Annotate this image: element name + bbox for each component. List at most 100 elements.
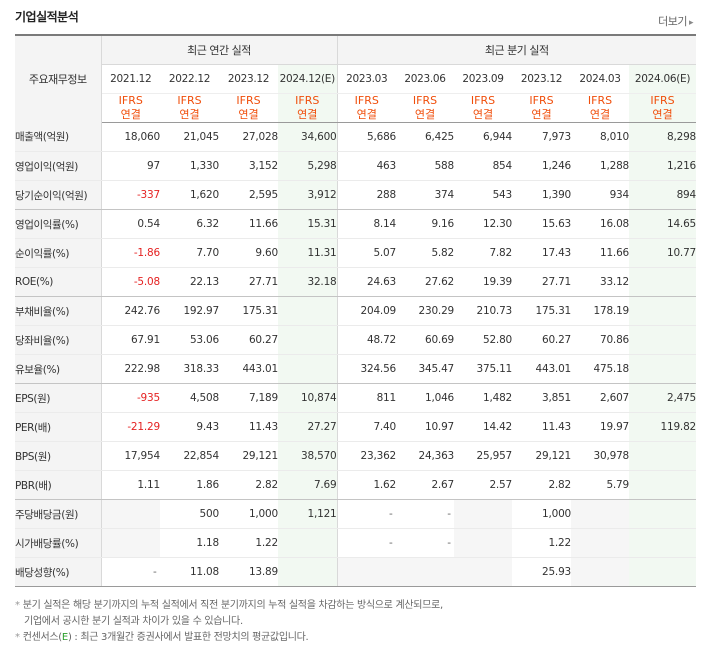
value-cell: 345.47 <box>396 354 454 384</box>
value-cell: 14.65 <box>629 209 696 239</box>
value-cell <box>629 354 697 384</box>
ifrs-label: IFRS <box>412 94 438 107</box>
consolidated-label: 연결 <box>179 108 200 121</box>
value-cell <box>629 557 697 587</box>
table-row: PBR(배) 1.11 1.86 2.82 7.69 1.62 2.67 2.57 2.82 5.… <box>15 470 697 500</box>
period-header: 2023.03 <box>336 64 397 94</box>
value-cell: 32.18 <box>278 267 338 297</box>
value-cell: 934 <box>571 180 629 210</box>
ifrs-label: IFRS <box>650 94 675 107</box>
value-cell: 97 <box>101 151 160 181</box>
ifrs-header: IFRS 연결 <box>396 93 455 123</box>
footnote-2: * 컨센서스(E) : 최근 3개월간 증권사에서 발표한 전망치의 평균값입니다… <box>15 632 309 643</box>
financial-table: 주요재무정보 최근 연간 실적 최근 분기 실적 2021.12 2022.12 2… <box>15 34 696 587</box>
value-cell <box>454 499 513 529</box>
value-cell: 178.19 <box>571 296 629 326</box>
value-cell: 175.31 <box>512 296 571 326</box>
row-label: ROE(%) <box>15 267 102 297</box>
value-cell: 17,954 <box>101 441 160 471</box>
value-cell: - <box>396 528 455 558</box>
value-cell: 7.70 <box>160 238 219 268</box>
value-cell: 11.08 <box>160 557 219 587</box>
row-label: 당기순이익(억원) <box>15 180 102 210</box>
value-cell: 9.60 <box>219 238 278 268</box>
value-cell <box>629 267 697 297</box>
value-cell: 1.18 <box>160 528 219 558</box>
value-cell: 475.18 <box>571 354 629 384</box>
footnote-1-cont: 기업에서 공시한 분기 실적과 차이가 있을 수 있습니다. <box>15 614 443 630</box>
row-label: PER(배) <box>15 412 102 442</box>
table-row: 매출액(억원) 18,060 21,045 27,028 34,600 5,686 6,42… <box>15 122 696 152</box>
value-cell: 1.11 <box>101 470 160 500</box>
value-cell: 3,912 <box>278 180 338 210</box>
chevron-right-icon: ▸ <box>688 18 694 28</box>
value-cell: 23,362 <box>336 441 396 471</box>
value-cell: 10,874 <box>278 383 338 413</box>
period-header: 2023.12 <box>219 64 278 94</box>
value-cell: 29,121 <box>219 441 278 471</box>
value-cell <box>101 528 160 558</box>
section-title: 기업실적분석 <box>15 10 79 24</box>
value-cell: 6,425 <box>396 122 454 152</box>
footnotes: * 분기 실적은 해당 분기까지의 누적 실적에서 직전 분기까지의 누적 실적을… <box>15 598 443 646</box>
consolidated-label: 연결 <box>531 108 552 121</box>
value-cell: 1.22 <box>512 528 571 558</box>
value-cell: 1,288 <box>571 151 629 181</box>
value-cell: 894 <box>629 180 696 210</box>
value-cell: 3,152 <box>219 151 278 181</box>
value-cell: 60.27 <box>219 325 278 355</box>
value-cell: 10.77 <box>629 238 696 268</box>
value-cell: 7.40 <box>336 412 396 442</box>
row-label: 유보율(%) <box>15 354 102 384</box>
row-label: 부채비율(%) <box>15 296 102 326</box>
consolidated-label: 연결 <box>589 108 611 121</box>
value-cell <box>278 325 338 355</box>
table-row: 부채비율(%) 242.76 192.97 175.31 204.09 230.29 210… <box>15 296 697 326</box>
value-cell: 588 <box>396 151 454 181</box>
value-cell: 11.43 <box>219 412 278 442</box>
table-row: BPS(원) 17,954 22,854 29,121 38,570 23,362 24,3… <box>15 441 697 471</box>
value-cell: 175.31 <box>219 296 278 326</box>
value-cell: 2,475 <box>629 383 696 413</box>
row-label: BPS(원) <box>15 441 102 471</box>
value-cell: 25.93 <box>512 557 571 587</box>
value-cell: 22,854 <box>160 441 219 471</box>
footnote-2-e: E <box>61 632 68 643</box>
ifrs-label: IFRS <box>470 94 496 107</box>
value-cell <box>336 557 397 587</box>
ifrs-header: IFRS 연결 <box>160 93 219 123</box>
value-cell: 1,330 <box>160 151 219 181</box>
value-cell: 15.63 <box>512 209 571 239</box>
value-cell: - <box>336 528 397 558</box>
ifrs-header: IFRS 연결 <box>571 93 630 123</box>
more-link[interactable]: 더보기 ▸ <box>658 13 693 29</box>
value-cell: 443.01 <box>512 354 571 384</box>
value-cell: 52.80 <box>454 325 512 355</box>
value-cell: 1,390 <box>512 180 571 210</box>
value-cell: 210.73 <box>454 296 512 326</box>
value-cell <box>396 557 455 587</box>
value-cell: 24,363 <box>396 441 454 471</box>
value-cell: 8.14 <box>336 209 396 239</box>
ifrs-label: IFRS <box>177 94 202 107</box>
period-header: 2023.12 <box>512 64 572 94</box>
value-cell: 21,045 <box>160 122 219 152</box>
value-cell: 811 <box>336 383 396 413</box>
value-cell: 29,121 <box>512 441 571 471</box>
value-cell: 1,216 <box>629 151 696 181</box>
value-cell: 70.86 <box>571 325 629 355</box>
value-cell: 8,298 <box>629 122 696 152</box>
value-cell: 48.72 <box>336 325 396 355</box>
value-cell <box>571 528 630 558</box>
row-label: 영업이익(억원) <box>15 151 102 181</box>
row-label: 순이익률(%) <box>15 238 102 268</box>
value-cell: 13.89 <box>219 557 278 587</box>
value-cell: 2.57 <box>454 470 512 500</box>
value-cell: 374 <box>396 180 454 210</box>
ifrs-header: IFRS 연결 <box>629 93 697 123</box>
value-cell: 5,298 <box>278 151 338 181</box>
value-cell: 7,973 <box>512 122 571 152</box>
value-cell: 38,570 <box>278 441 338 471</box>
consolidated-label: 연결 <box>472 108 494 121</box>
value-cell: - <box>336 499 397 529</box>
